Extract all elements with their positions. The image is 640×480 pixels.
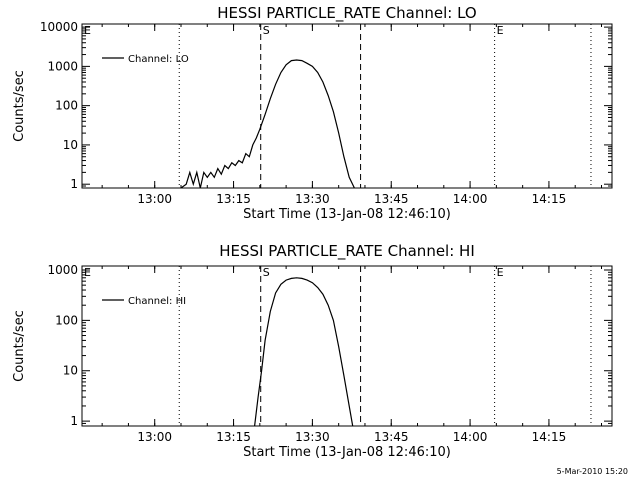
y-axis-label: Counts/sec <box>12 70 27 142</box>
x-tick-label: 13:30 <box>295 430 330 444</box>
y-tick-label: 100 <box>55 313 78 327</box>
chart-title: HESSI PARTICLE_RATE Channel: HI <box>219 242 475 261</box>
x-tick-label: 13:00 <box>137 430 172 444</box>
x-tick-label: 14:00 <box>453 430 488 444</box>
chart-panel-lo: HESSI PARTICLE_RATE Channel: LO Start Tim… <box>12 4 613 222</box>
timestamp-footer: 5-Mar-2010 15:20 <box>557 467 628 476</box>
marker-label: S <box>263 266 270 279</box>
x-tick-label: 13:00 <box>137 192 172 206</box>
y-tick-label: 100 <box>55 99 78 113</box>
y-tick-label: 10 <box>63 138 78 152</box>
legend-entry: Channel: HI <box>128 296 186 307</box>
x-tick-label: 13:30 <box>295 192 330 206</box>
x-tick-label: 13:45 <box>374 192 409 206</box>
x-tick-label: 14:15 <box>532 430 567 444</box>
chart-panel-hi: HESSI PARTICLE_RATE Channel: HI Start Tim… <box>12 242 613 460</box>
y-tick-label: 1000 <box>47 263 78 277</box>
y-tick-label: 10 <box>63 364 78 378</box>
x-tick-label: 13:45 <box>374 430 409 444</box>
marker-label: E <box>497 266 504 279</box>
x-tick-label: 13:15 <box>216 192 251 206</box>
marker-label: E <box>84 266 91 279</box>
series-line <box>180 59 355 188</box>
plot-frame <box>81 23 613 189</box>
y-tick-label: 1000 <box>47 59 78 73</box>
x-tick-label: 13:15 <box>216 430 251 444</box>
marker-label: E <box>497 24 504 37</box>
y-tick-label: 10000 <box>40 20 78 34</box>
marker-label: S <box>263 24 270 37</box>
y-axis-label: Counts/sec <box>12 310 27 382</box>
series-line <box>254 277 354 426</box>
x-axis-label: Start Time (13-Jan-08 12:46:10) <box>243 207 451 222</box>
y-tick-label: 1 <box>70 177 78 191</box>
x-tick-label: 14:15 <box>532 192 567 206</box>
marker-label: E <box>84 24 91 37</box>
legend-entry: Channel: LO <box>128 54 189 65</box>
chart-title: HESSI PARTICLE_RATE Channel: LO <box>217 4 476 23</box>
x-tick-label: 14:00 <box>453 192 488 206</box>
y-tick-label: 1 <box>70 414 78 428</box>
plot-frame <box>81 265 613 427</box>
x-axis-label: Start Time (13-Jan-08 12:46:10) <box>243 445 451 460</box>
